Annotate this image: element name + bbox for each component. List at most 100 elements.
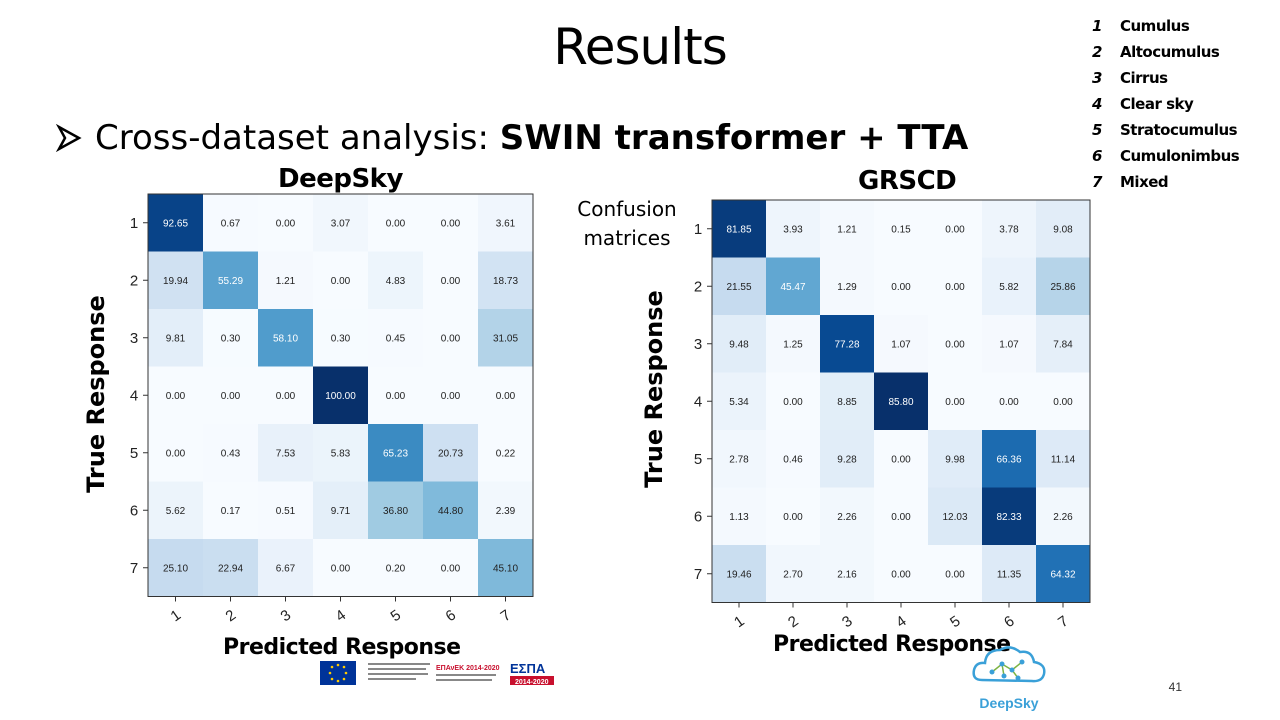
- row-tick-label: 6: [130, 502, 138, 519]
- heatmap-cell: [766, 545, 821, 603]
- cell-value-label: 0.00: [891, 282, 911, 293]
- grscd-xlabel: Predicted Response: [773, 632, 1011, 657]
- heatmap-cell: [203, 366, 259, 425]
- row-tick-label: 3: [130, 330, 138, 347]
- heatmap-cell: [982, 372, 1037, 431]
- heatmap-cell: [874, 257, 929, 316]
- heatmap-cell: [874, 545, 929, 603]
- row-tick-label: 1: [694, 221, 702, 238]
- cell-value-label: 1.07: [891, 339, 911, 350]
- cell-value-label: 1.29: [837, 282, 857, 293]
- cell-value-label: 0.00: [441, 563, 461, 574]
- cell-value-label: 55.29: [218, 276, 243, 287]
- cell-value-label: 0.00: [945, 397, 965, 408]
- heatmap-cell: [368, 194, 424, 252]
- cell-value-label: 64.32: [1050, 569, 1075, 580]
- legend-num: 5: [1092, 121, 1102, 139]
- row-tick-label: 4: [694, 393, 702, 410]
- heatmap-cell: [203, 539, 259, 597]
- cell-value-label: 0.00: [386, 218, 406, 229]
- heatmap-cell: [368, 309, 424, 367]
- cell-value-label: 2.39: [496, 506, 516, 517]
- heatmap-cell: [712, 487, 767, 546]
- heatmap-cell: [928, 200, 983, 258]
- heatmap-cell: [423, 481, 479, 540]
- heatmap-cell: [712, 430, 767, 488]
- heatmap-cell: [258, 251, 314, 310]
- col-tick-label: 2: [222, 607, 239, 626]
- heatmap-cell: [982, 315, 1037, 373]
- cell-value-label: 0.00: [999, 397, 1019, 408]
- legend-label: Clear sky: [1120, 95, 1194, 113]
- cell-value-label: 18.73: [493, 276, 518, 287]
- heatmap-cell: [148, 424, 204, 482]
- cell-value-label: 9.71: [331, 506, 351, 517]
- cell-value-label: 9.48: [729, 339, 749, 350]
- legend-item: 6 Cumulonimbus: [1092, 147, 1252, 173]
- row-tick-label: 1: [130, 215, 138, 232]
- cell-value-label: 7.53: [276, 448, 296, 459]
- row-tick-label: 3: [694, 336, 702, 353]
- cell-value-label: 0.00: [783, 512, 803, 523]
- heatmap-cell: [766, 430, 821, 488]
- heatmap-cell: [313, 481, 369, 540]
- row-tick-label: 2: [130, 272, 138, 289]
- cell-value-label: 0.00: [166, 448, 186, 459]
- cell-value-label: 0.00: [331, 563, 351, 574]
- cell-value-label: 0.00: [891, 454, 911, 465]
- heatmap-cell: [203, 481, 259, 540]
- heatmap-cell: [148, 539, 204, 597]
- cell-value-label: 3.78: [999, 224, 1019, 235]
- page-number: 41: [1168, 680, 1182, 694]
- cell-value-label: 0.46: [783, 454, 803, 465]
- heatmap-cell: [712, 372, 767, 431]
- cell-value-label: 0.22: [496, 448, 516, 459]
- heatmap-cell: [478, 251, 534, 310]
- cell-value-label: 45.10: [493, 563, 518, 574]
- cell-value-label: 100.00: [325, 391, 356, 402]
- legend-num: 2: [1092, 43, 1102, 61]
- legend-label: Cumulus: [1120, 17, 1190, 35]
- legend-num: 1: [1092, 17, 1102, 35]
- heatmap-cell: [928, 315, 983, 373]
- cell-value-label: 0.00: [783, 397, 803, 408]
- legend-item: 2 Altocumulus: [1092, 43, 1252, 69]
- deepsky-ylabel: True Response: [82, 295, 110, 493]
- cell-value-label: 66.36: [996, 454, 1021, 465]
- row-tick-label: 4: [130, 387, 138, 404]
- row-tick-label: 5: [694, 451, 702, 468]
- cell-value-label: 0.30: [221, 333, 241, 344]
- cell-value-label: 0.00: [221, 391, 241, 402]
- cell-value-label: 3.07: [331, 218, 351, 229]
- cell-value-label: 77.28: [834, 339, 859, 350]
- legend-label: Mixed: [1120, 173, 1169, 191]
- legend-label: Cumulonimbus: [1120, 147, 1240, 165]
- cell-value-label: 81.85: [726, 224, 751, 235]
- cell-value-label: 2.26: [837, 512, 857, 523]
- heatmap-cell: [148, 309, 204, 367]
- heatmap-cell: [368, 424, 424, 482]
- heatmap-cell: [928, 487, 983, 546]
- cell-value-label: 0.00: [386, 391, 406, 402]
- cell-value-label: 9.81: [166, 333, 186, 344]
- class-legend: 1 Cumulus 2 Altocumulus 3 Cirrus 4 Clear sky…: [1092, 17, 1252, 199]
- legend-item: 7 Mixed: [1092, 173, 1252, 199]
- heatmap-cell: [928, 430, 983, 488]
- heatmap-cell: [712, 257, 767, 316]
- heatmap-cell: [368, 539, 424, 597]
- heatmap-cell: [820, 257, 875, 316]
- cell-value-label: 9.98: [945, 454, 965, 465]
- row-tick-label: 6: [694, 508, 702, 525]
- cell-value-label: 0.00: [441, 333, 461, 344]
- heatmap-cell: [928, 372, 983, 431]
- cell-value-label: 0.00: [945, 282, 965, 293]
- heatmap-cell: [148, 366, 204, 425]
- cell-value-label: 9.28: [837, 454, 857, 465]
- cell-value-label: 0.00: [945, 569, 965, 580]
- heatmap-cell: [1036, 200, 1091, 258]
- cell-value-label: 3.61: [496, 218, 516, 229]
- heatmap-cell: [258, 539, 314, 597]
- heatmap-cell: [203, 194, 259, 252]
- heatmap-cell: [313, 366, 369, 425]
- heatmap-cell: [478, 194, 534, 252]
